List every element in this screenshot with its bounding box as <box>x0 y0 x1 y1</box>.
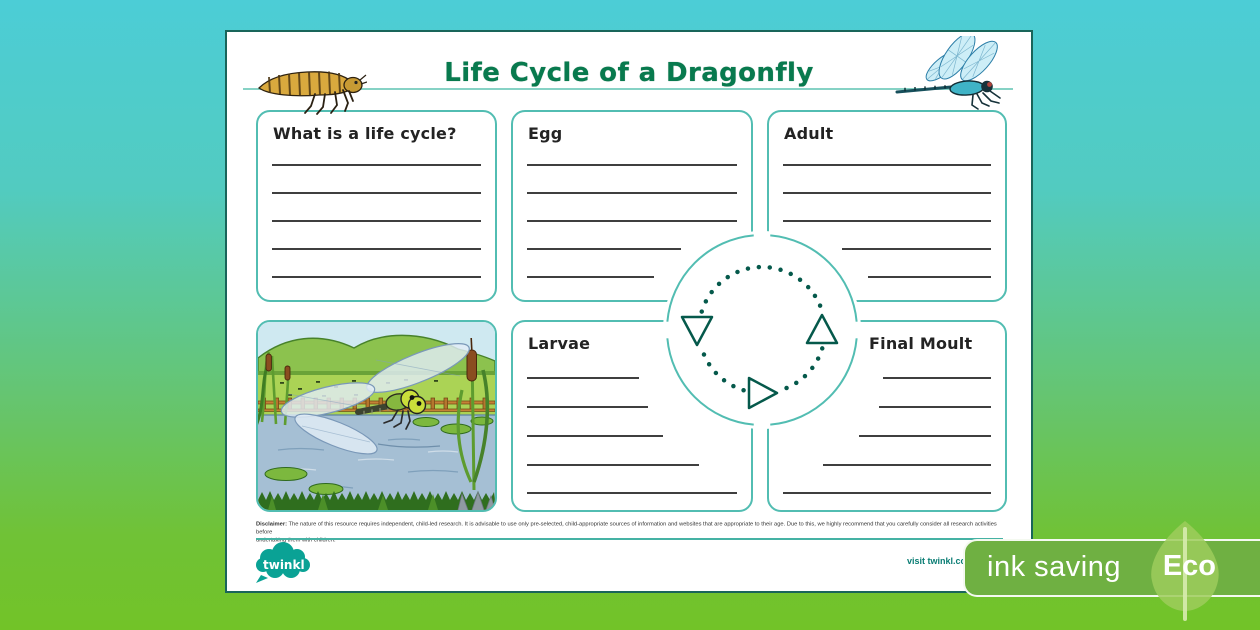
adult-dragonfly-icon <box>895 36 1001 110</box>
writing-line <box>272 192 481 194</box>
writing-line <box>783 220 991 222</box>
writing-line <box>842 248 991 250</box>
writing-line <box>272 164 481 166</box>
writing-line <box>783 192 991 194</box>
page-title-text: Life Cycle of a Dragonfly <box>426 58 832 88</box>
writing-line <box>527 192 737 194</box>
worksheet-page: Life Cycle of a Dragonfly What is a life… <box>225 30 1033 593</box>
writing-line <box>823 464 991 466</box>
writing-line <box>272 220 481 222</box>
writing-line <box>527 276 654 278</box>
disclaimer-line-1: Disclaimer: The nature of this resource … <box>256 520 997 536</box>
ink-saving-label: ink saving <box>987 551 1121 583</box>
writing-line <box>527 248 681 250</box>
box-final-moult: Final Moult <box>767 320 1007 512</box>
writing-line <box>527 377 639 379</box>
disclaimer-label: Disclaimer: <box>256 520 288 528</box>
box-heading: Larvae <box>528 334 591 353</box>
writing-line <box>879 406 991 408</box>
box-egg: Egg <box>511 110 753 302</box>
box-heading: Egg <box>528 124 563 143</box>
writing-line <box>527 492 737 494</box>
box-what-is-a-life-cycle: What is a life cycle? <box>256 110 497 302</box>
writing-line <box>527 435 663 437</box>
footer-divider-line <box>256 538 1003 540</box>
writing-line <box>868 276 991 278</box>
pond-scene-picture <box>256 320 497 512</box>
page-title: Life Cycle of a Dragonfly <box>227 58 1031 88</box>
writing-line <box>272 248 481 250</box>
leaf-icon <box>1151 521 1219 621</box>
disclaimer-text: Disclaimer: The nature of this resource … <box>256 520 1008 544</box>
writing-line <box>783 164 991 166</box>
eco-label: Eco <box>1162 550 1216 582</box>
visit-twinkl-link[interactable]: visit twinkl.com <box>907 556 975 566</box>
box-larvae: Larvae <box>511 320 753 512</box>
box-heading: Final Moult <box>869 334 973 353</box>
box-heading: Adult <box>784 124 834 143</box>
writing-line <box>783 492 991 494</box>
pond-dragonfly-scene-icon <box>258 322 495 510</box>
box-heading: What is a life cycle? <box>273 124 457 143</box>
header-divider-line <box>243 88 1013 90</box>
writing-line <box>527 164 737 166</box>
twinkl-logo: twinkl <box>256 542 310 583</box>
writing-line <box>859 435 991 437</box>
twinkl-logo-text: twinkl <box>263 558 305 572</box>
ink-saving-eco-badge: ink saving Eco <box>963 521 1260 621</box>
dragonfly-nymph-icon <box>257 71 367 115</box>
writing-line <box>527 464 699 466</box>
writing-line <box>272 276 481 278</box>
writing-line <box>527 406 648 408</box>
writing-line <box>883 377 991 379</box>
box-adult: Adult <box>767 110 1007 302</box>
writing-line <box>527 220 737 222</box>
